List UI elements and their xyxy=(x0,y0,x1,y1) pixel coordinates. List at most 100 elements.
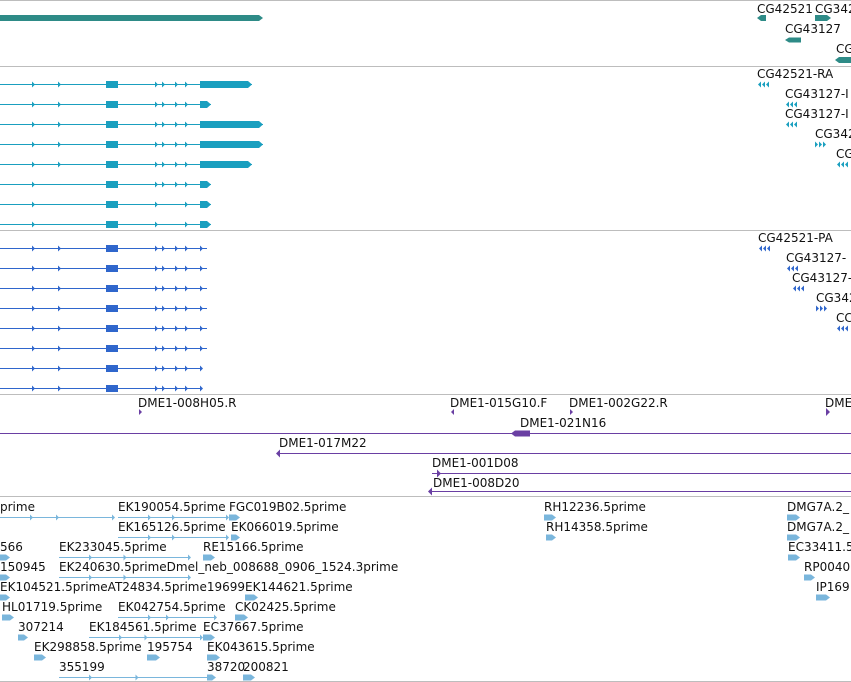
transcript-exon[interactable] xyxy=(155,101,158,108)
est-feature[interactable] xyxy=(123,554,127,561)
cds-exon[interactable] xyxy=(200,265,203,272)
transcript-exon[interactable] xyxy=(162,101,165,108)
est-feature[interactable] xyxy=(544,514,556,521)
cds-label[interactable]: CC xyxy=(836,311,851,325)
est-feature[interactable] xyxy=(243,674,255,681)
transcript-exon[interactable] xyxy=(758,81,761,88)
est-feature[interactable] xyxy=(226,514,229,521)
transcript-exon[interactable] xyxy=(200,81,252,88)
transcript-exon[interactable] xyxy=(175,141,178,148)
est-label[interactable]: IP169 xyxy=(816,580,850,594)
transcript-exon[interactable] xyxy=(185,201,188,208)
est-label[interactable]: 38720 xyxy=(207,660,246,674)
transcript-exon[interactable] xyxy=(32,101,35,108)
transcript-label[interactable]: CG43127-I xyxy=(785,107,849,121)
clone-feature[interactable] xyxy=(570,409,573,415)
cds-exon[interactable] xyxy=(185,305,188,312)
est-feature[interactable] xyxy=(172,514,175,521)
cds-exon[interactable] xyxy=(162,305,165,312)
transcript-exon[interactable] xyxy=(106,201,118,208)
transcript-label[interactable]: CG42521-RA xyxy=(757,67,834,81)
clone-feature[interactable] xyxy=(139,409,142,415)
est-label[interactable]: RE15166.5prime xyxy=(203,540,304,554)
est-label[interactable]: EC33411.5 xyxy=(788,540,851,554)
clone-label[interactable]: DME xyxy=(825,396,851,410)
est-feature[interactable] xyxy=(804,574,815,581)
cds-exon[interactable] xyxy=(162,265,165,272)
transcript-exon[interactable] xyxy=(185,101,188,108)
est-feature[interactable] xyxy=(226,534,229,541)
est-label[interactable]: 566 xyxy=(0,540,23,554)
clone-feature[interactable] xyxy=(826,408,830,416)
cds-exon[interactable] xyxy=(106,305,118,312)
transcript-exon[interactable] xyxy=(32,161,35,168)
est-feature[interactable] xyxy=(172,534,175,541)
transcript-exon[interactable] xyxy=(155,81,158,88)
est-label[interactable]: EK184561.5prime xyxy=(89,620,197,634)
cds-exon[interactable] xyxy=(162,285,165,292)
transcript-exon[interactable] xyxy=(155,201,158,208)
clone-feature[interactable] xyxy=(437,469,441,478)
est-label[interactable]: RH12236.5prime xyxy=(544,500,646,514)
est-feature[interactable] xyxy=(148,514,151,521)
cds-exon[interactable] xyxy=(175,325,178,332)
gene-label[interactable]: CG xyxy=(836,42,851,56)
transcript-exon[interactable] xyxy=(185,81,188,88)
gene-feature[interactable] xyxy=(757,15,766,21)
transcript-exon[interactable] xyxy=(819,141,822,148)
cds-exon[interactable] xyxy=(200,285,203,292)
cds-exon[interactable] xyxy=(162,345,165,352)
transcript-exon[interactable] xyxy=(32,81,35,88)
est-feature[interactable] xyxy=(34,654,46,661)
est-feature[interactable] xyxy=(788,554,800,561)
est-feature[interactable] xyxy=(203,554,215,561)
cds-exon[interactable] xyxy=(106,265,118,272)
cds-exon[interactable] xyxy=(820,305,823,312)
cds-exon[interactable] xyxy=(795,265,798,272)
clone-feature[interactable] xyxy=(276,449,280,458)
cds-exon[interactable] xyxy=(155,265,158,272)
transcript-exon[interactable] xyxy=(200,141,263,148)
gene-label[interactable]: CG42521 xyxy=(757,2,813,16)
est-label[interactable]: HL01719.5prime xyxy=(2,600,103,614)
cds-exon[interactable] xyxy=(175,345,178,352)
est-feature[interactable] xyxy=(18,634,28,641)
est-feature[interactable] xyxy=(89,674,92,681)
cds-exon[interactable] xyxy=(32,245,35,252)
transcript-exon[interactable] xyxy=(175,161,178,168)
transcript-exon[interactable] xyxy=(185,161,188,168)
est-feature[interactable] xyxy=(0,574,10,581)
cds-exon[interactable] xyxy=(106,365,118,372)
est-feature[interactable] xyxy=(56,514,59,521)
transcript-exon[interactable] xyxy=(155,181,158,188)
clone-label[interactable]: DME1-008H05.R xyxy=(138,396,237,410)
cds-exon[interactable] xyxy=(162,325,165,332)
cds-exon[interactable] xyxy=(791,265,794,272)
clone-feature[interactable] xyxy=(428,487,432,496)
cds-exon[interactable] xyxy=(200,245,203,252)
cds-exon[interactable] xyxy=(816,305,819,312)
cds-exon[interactable] xyxy=(155,325,158,332)
cds-exon[interactable] xyxy=(106,385,118,392)
cds-exon[interactable] xyxy=(837,325,840,332)
clone-label[interactable]: DME1-021N16 xyxy=(520,416,607,430)
est-feature[interactable] xyxy=(144,634,148,641)
gene-label[interactable]: CG342 xyxy=(815,2,851,16)
transcript-exon[interactable] xyxy=(106,81,118,88)
transcript-exon[interactable] xyxy=(175,81,178,88)
cds-exon[interactable] xyxy=(58,325,61,332)
transcript-exon[interactable] xyxy=(162,121,165,128)
cds-exon[interactable] xyxy=(175,265,178,272)
transcript-label[interactable]: CG43127-I xyxy=(785,87,849,101)
transcript-exon[interactable] xyxy=(790,101,793,108)
est-feature[interactable] xyxy=(123,574,127,581)
cds-exon[interactable] xyxy=(162,365,165,372)
cds-exon[interactable] xyxy=(32,345,35,352)
transcript-exon[interactable] xyxy=(155,221,158,228)
clone-label[interactable]: DME1-015G10.F xyxy=(450,396,548,410)
est-label[interactable]: 195754 xyxy=(147,640,193,654)
transcript-exon[interactable] xyxy=(58,141,61,148)
transcript-exon[interactable] xyxy=(786,121,789,128)
est-label[interactable]: EK190054.5prime xyxy=(118,500,226,514)
cds-exon[interactable] xyxy=(32,385,35,392)
